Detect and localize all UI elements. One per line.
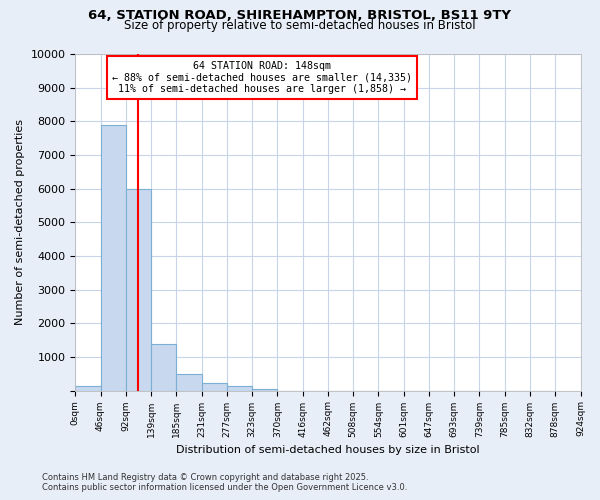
Bar [202,383,227,390]
Text: 64, STATION ROAD, SHIREHAMPTON, BRISTOL, BS11 9TY: 64, STATION ROAD, SHIREHAMPTON, BRISTOL,… [89,9,511,22]
Bar [101,124,126,390]
Text: Contains HM Land Registry data © Crown copyright and database right 2025.
Contai: Contains HM Land Registry data © Crown c… [42,473,407,492]
Bar [75,386,101,390]
Bar [252,388,277,390]
Bar [227,386,252,390]
Y-axis label: Number of semi-detached properties: Number of semi-detached properties [15,120,25,326]
Text: Size of property relative to semi-detached houses in Bristol: Size of property relative to semi-detach… [124,19,476,32]
Text: 64 STATION ROAD: 148sqm
← 88% of semi-detached houses are smaller (14,335)
11% o: 64 STATION ROAD: 148sqm ← 88% of semi-de… [112,60,412,94]
Bar [176,374,202,390]
X-axis label: Distribution of semi-detached houses by size in Bristol: Distribution of semi-detached houses by … [176,445,480,455]
Bar [126,188,151,390]
Bar [151,344,176,391]
